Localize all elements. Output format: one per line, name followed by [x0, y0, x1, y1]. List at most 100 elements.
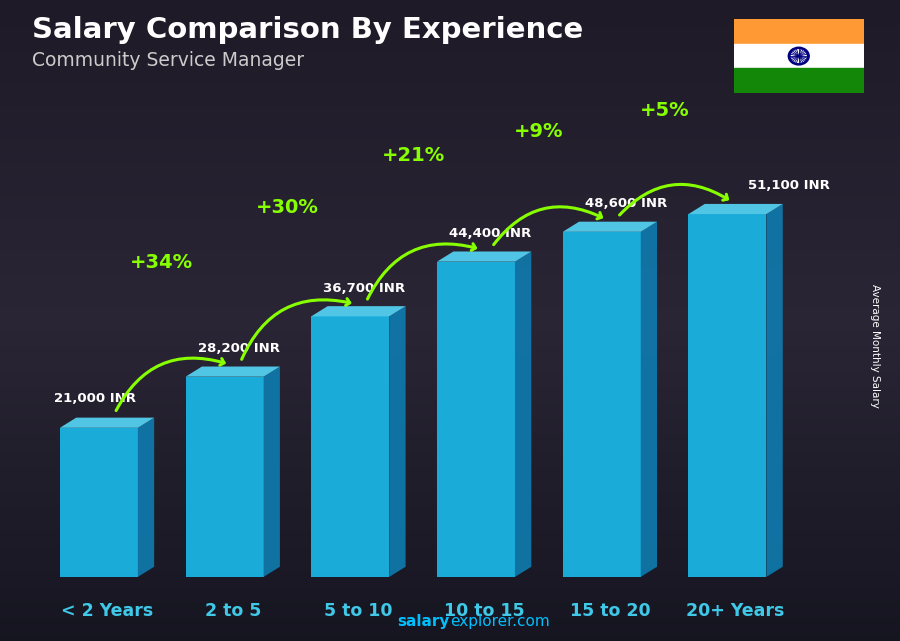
Bar: [0, 153, 900, 160]
Bar: [0, 401, 900, 409]
Bar: [0, 633, 900, 641]
Bar: [0, 0, 900, 8]
Bar: [0, 88, 900, 96]
Text: 21,000 INR: 21,000 INR: [54, 392, 136, 405]
Bar: [0, 569, 900, 577]
Text: Salary Comparison By Experience: Salary Comparison By Experience: [32, 16, 583, 44]
Text: 36,700 INR: 36,700 INR: [323, 281, 405, 295]
Bar: [0, 593, 900, 601]
Text: 15 to 20: 15 to 20: [570, 603, 650, 620]
Text: +5%: +5%: [640, 101, 689, 120]
Bar: [734, 69, 864, 93]
Bar: [0, 553, 900, 561]
Bar: [0, 8, 900, 16]
Bar: [0, 24, 900, 32]
Polygon shape: [767, 204, 783, 577]
Bar: [0, 529, 900, 537]
Text: 48,600 INR: 48,600 INR: [585, 197, 667, 210]
Text: 51,100 INR: 51,100 INR: [748, 179, 830, 192]
Bar: [0, 465, 900, 473]
Bar: [0, 385, 900, 392]
Bar: [0, 176, 900, 184]
Bar: [0, 184, 900, 192]
Bar: [0, 256, 900, 264]
Polygon shape: [437, 262, 515, 577]
Bar: [0, 264, 900, 272]
Polygon shape: [688, 204, 783, 214]
Bar: [0, 513, 900, 520]
Bar: [0, 505, 900, 513]
Bar: [0, 32, 900, 40]
Bar: [0, 409, 900, 417]
Polygon shape: [688, 214, 767, 577]
Bar: [0, 56, 900, 64]
Bar: [0, 200, 900, 208]
Bar: [0, 320, 900, 328]
Bar: [0, 473, 900, 481]
Text: +9%: +9%: [514, 122, 563, 141]
Bar: [0, 609, 900, 617]
Text: +34%: +34%: [130, 253, 194, 272]
Bar: [0, 441, 900, 449]
Bar: [0, 216, 900, 224]
Bar: [0, 16, 900, 24]
Bar: [0, 136, 900, 144]
Bar: [0, 601, 900, 609]
Polygon shape: [138, 418, 154, 577]
Bar: [0, 40, 900, 48]
Text: +30%: +30%: [256, 198, 319, 217]
Bar: [0, 497, 900, 505]
Bar: [0, 537, 900, 545]
Bar: [0, 104, 900, 112]
Bar: [0, 208, 900, 217]
Bar: [734, 44, 864, 69]
Bar: [0, 625, 900, 633]
Bar: [0, 329, 900, 337]
Bar: [0, 64, 900, 72]
Text: 5 to 10: 5 to 10: [324, 603, 392, 620]
Bar: [0, 160, 900, 168]
Text: 44,400 INR: 44,400 INR: [449, 227, 531, 240]
Polygon shape: [185, 367, 280, 377]
Polygon shape: [311, 316, 390, 577]
Polygon shape: [311, 306, 406, 316]
Text: explorer.com: explorer.com: [450, 614, 550, 629]
Polygon shape: [60, 428, 138, 577]
Circle shape: [791, 50, 806, 62]
Polygon shape: [437, 251, 531, 262]
Bar: [0, 248, 900, 256]
Bar: [0, 272, 900, 281]
Bar: [0, 233, 900, 240]
Bar: [0, 433, 900, 441]
Bar: [0, 345, 900, 353]
Bar: [0, 353, 900, 360]
Bar: [0, 304, 900, 313]
Bar: [0, 585, 900, 593]
Bar: [0, 72, 900, 80]
Bar: [0, 168, 900, 176]
Polygon shape: [60, 418, 154, 428]
Polygon shape: [264, 367, 280, 577]
Bar: [0, 417, 900, 424]
Text: +21%: +21%: [382, 146, 445, 165]
Bar: [0, 424, 900, 433]
Bar: [0, 313, 900, 320]
Bar: [0, 545, 900, 553]
Bar: [0, 240, 900, 248]
Polygon shape: [185, 377, 264, 577]
Bar: [0, 96, 900, 104]
Bar: [734, 19, 864, 44]
Text: < 2 Years: < 2 Years: [61, 603, 153, 620]
Bar: [0, 80, 900, 88]
Bar: [0, 281, 900, 288]
Polygon shape: [562, 222, 657, 232]
Text: Average Monthly Salary: Average Monthly Salary: [869, 284, 880, 408]
Bar: [0, 144, 900, 153]
Text: 2 to 5: 2 to 5: [204, 603, 261, 620]
Bar: [0, 48, 900, 56]
Bar: [0, 617, 900, 625]
Text: 10 to 15: 10 to 15: [444, 603, 525, 620]
Bar: [0, 520, 900, 529]
Bar: [0, 449, 900, 456]
Bar: [0, 121, 900, 128]
